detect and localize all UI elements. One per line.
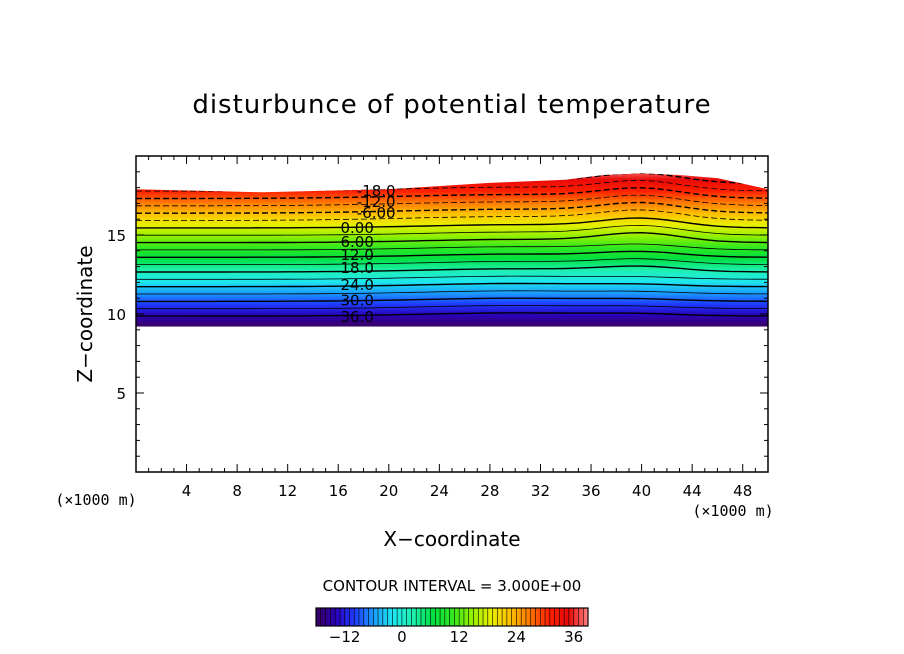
x-tick-label: 12 — [278, 482, 297, 500]
contour-line — [136, 290, 768, 295]
contour-line — [136, 201, 768, 214]
y-axis-label: Z−coordinate — [73, 245, 97, 382]
contour-line — [136, 187, 768, 200]
contour-line — [136, 250, 768, 258]
contour-interval-text: CONTOUR INTERVAL = 3.000E+00 — [323, 577, 582, 595]
chart-title: disturbunce of potential temperature — [192, 90, 711, 120]
x-tick-label: 28 — [480, 482, 499, 500]
x-tick-labels: 4 8 12 16 20 24 28 32 36 40 44 48 — [182, 482, 752, 500]
colorbar-tick-label: 12 — [450, 628, 469, 646]
contour-line — [136, 243, 768, 251]
colorbar-fill — [316, 608, 588, 626]
x-tick-label: 32 — [531, 482, 550, 500]
x-tick-label: 8 — [232, 482, 242, 500]
y-tick-labels: 5 10 15 — [107, 227, 126, 403]
contour-line — [136, 224, 768, 236]
contour-line — [136, 180, 768, 192]
x-tick-label: 4 — [182, 482, 192, 500]
contour-line — [136, 265, 768, 273]
contour-line — [136, 297, 768, 303]
colorbar-tick-label: 0 — [397, 628, 407, 646]
contour-line — [136, 231, 768, 244]
contour-line — [136, 194, 768, 207]
contour-line — [136, 275, 768, 280]
colorbar — [315, 607, 589, 627]
contour-line — [136, 209, 768, 221]
x-unit-right: (×1000 m) — [692, 502, 773, 520]
colorbar-tick-label: 24 — [507, 628, 526, 646]
contour-label: 6.00 — [340, 233, 373, 251]
contour-line — [136, 217, 768, 229]
x-axis-label: X−coordinate — [383, 527, 520, 551]
x-tick-label: 16 — [329, 482, 348, 500]
axis-ticks — [135, 155, 769, 473]
contour-label: -18.0 — [357, 182, 396, 200]
x-tick-label: 44 — [683, 482, 702, 500]
contour-line — [136, 305, 768, 310]
x-tick-label: 40 — [632, 482, 651, 500]
contour-label: -12.0 — [357, 193, 396, 211]
y-tick-label: 10 — [107, 306, 126, 324]
contour-line — [136, 258, 768, 265]
contour-label: 30.0 — [340, 292, 373, 310]
colorbar-tick-label: −12 — [329, 628, 361, 646]
y-tick-label: 5 — [116, 385, 126, 403]
contour-label: 24.0 — [340, 276, 373, 294]
contour-label: 18.0 — [340, 259, 373, 277]
contour-line — [136, 312, 768, 317]
x-tick-label: 20 — [379, 482, 398, 500]
contour-lines — [136, 173, 768, 317]
x-tick-label: 48 — [733, 482, 752, 500]
contour-line — [136, 282, 768, 288]
colorbar-tick-labels: −12 0 12 24 36 — [329, 628, 583, 646]
contour-label: -6.00 — [357, 204, 396, 222]
y-tick-label: 15 — [107, 227, 126, 245]
colorbar-tick-label: 36 — [564, 628, 583, 646]
x-tick-label: 24 — [430, 482, 449, 500]
contour-label: 12.0 — [340, 246, 373, 264]
x-tick-label: 36 — [581, 482, 600, 500]
contour-labels: -18.0-12.0-6.000.006.0012.018.024.030.03… — [340, 182, 395, 326]
contour-label: 0.00 — [340, 219, 373, 237]
contour-label: 36.0 — [340, 308, 373, 326]
colorbar-frame — [315, 607, 589, 627]
x-unit-left: (×1000 m) — [55, 491, 136, 509]
